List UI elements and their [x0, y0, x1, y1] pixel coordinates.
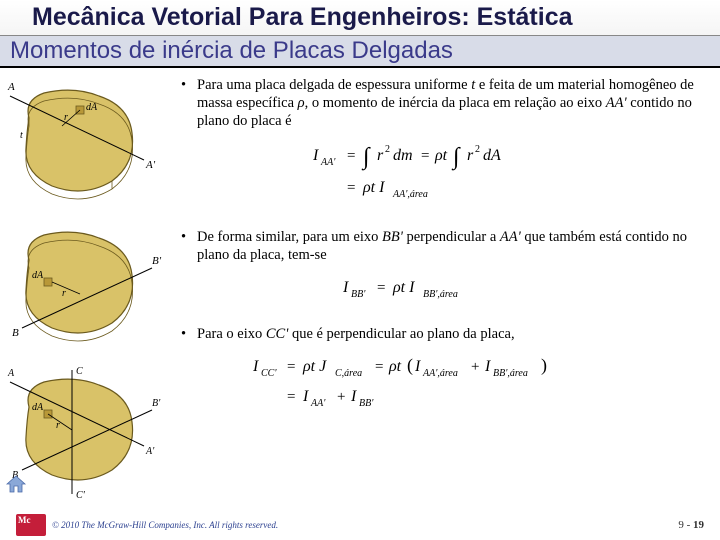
copyright-text: © 2010 The McGraw-Hill Companies, Inc. A…: [52, 520, 278, 530]
bullet-2-text: De forma similar, para um eixo BB' perpe…: [197, 228, 704, 264]
svg-text:AA': AA': [320, 157, 336, 168]
da-label: dA: [32, 402, 44, 413]
axis-label-a2: A': [145, 159, 156, 171]
home-icon[interactable]: [4, 472, 28, 496]
r-label: r: [62, 288, 66, 299]
svg-text:r: r: [467, 147, 474, 164]
bullet-3-text: Para o eixo CC' que é perpendicular ao p…: [197, 325, 704, 343]
svg-text:+: +: [337, 389, 345, 405]
svg-text:=: =: [287, 389, 295, 405]
svg-text:(: (: [407, 355, 413, 376]
axis-label-b2: B': [152, 398, 161, 409]
svg-text:I: I: [350, 388, 357, 405]
svg-text:ρt: ρt: [388, 358, 402, 375]
axis-label-c2: C': [76, 490, 86, 501]
svg-text:AA',área: AA',área: [392, 189, 428, 200]
axis-label-a: A: [7, 81, 15, 93]
formula-2: I BB' = ρt I BB',área: [181, 272, 704, 307]
bullet-marker: •: [181, 76, 197, 130]
page-number: 9 - 19: [678, 519, 704, 531]
svg-text:∫: ∫: [361, 144, 371, 171]
svg-text:=: =: [421, 148, 429, 164]
figure-column: A A' dA r t B B' dA r: [0, 70, 175, 510]
axis-label-c: C: [76, 366, 83, 377]
svg-text:BB': BB': [359, 398, 374, 409]
svg-text:CC': CC': [261, 368, 277, 379]
svg-text:dm: dm: [393, 147, 413, 164]
svg-text:BB',área: BB',área: [423, 289, 458, 300]
svg-text:=: =: [375, 359, 383, 375]
formula-3: I CC' = ρt J C,área = ρt ( I AA',área + …: [181, 351, 704, 416]
svg-text:I: I: [343, 279, 349, 296]
svg-text:=: =: [347, 148, 355, 164]
plate-shape: [26, 90, 133, 191]
svg-text:BB',área: BB',área: [493, 368, 528, 379]
svg-text:ρt I: ρt I: [392, 279, 415, 296]
formula-1: I AA' = ∫ r 2 dm = ρt ∫ r 2 dA = ρt I AA…: [181, 138, 704, 209]
mcgraw-hill-logo: [16, 514, 46, 536]
svg-text:dA: dA: [483, 147, 501, 164]
svg-text:AA': AA': [310, 398, 326, 409]
footer-bar: © 2010 The McGraw-Hill Companies, Inc. A…: [0, 510, 720, 540]
axis-label-a: A: [7, 368, 15, 379]
svg-text:ρt J: ρt J: [302, 358, 327, 375]
svg-text:I: I: [253, 358, 259, 375]
da-label: dA: [86, 102, 98, 113]
axis-label-b2: B': [152, 255, 162, 267]
svg-text:=: =: [377, 280, 385, 296]
svg-text:2: 2: [475, 144, 480, 155]
plate-shape: [26, 379, 133, 480]
svg-text:I: I: [414, 358, 421, 375]
axis-label-b: B: [12, 327, 19, 339]
figure-aa: A A' dA r t: [4, 78, 164, 208]
text-column: • Para uma placa delgada de espessura un…: [175, 70, 720, 510]
bullet-marker: •: [181, 325, 197, 343]
da-label: dA: [32, 270, 44, 281]
bullet-1: • Para uma placa delgada de espessura un…: [181, 76, 704, 130]
svg-text:ρt: ρt: [434, 147, 448, 164]
svg-text:=: =: [347, 180, 355, 196]
content-area: A A' dA r t B B' dA r: [0, 70, 720, 510]
svg-text:∫: ∫: [451, 144, 461, 171]
da-element: [44, 278, 52, 286]
axis-label-a2: A': [145, 446, 155, 457]
bullet-marker: •: [181, 228, 197, 264]
header-bar: Mecânica Vetorial Para Engenheiros: Está…: [0, 0, 720, 36]
svg-text:): ): [541, 355, 547, 376]
header-title: Mecânica Vetorial Para Engenheiros: Está…: [32, 3, 573, 32]
svg-text:ρt I: ρt I: [362, 179, 385, 196]
svg-text:=: =: [287, 359, 295, 375]
r-label: r: [64, 112, 68, 123]
svg-text:BB': BB': [351, 289, 366, 300]
r-label: r: [56, 420, 60, 431]
figure-bb: B B' dA r: [4, 220, 164, 350]
svg-text:C,área: C,área: [335, 368, 362, 379]
svg-text:2: 2: [385, 144, 390, 155]
svg-text:r: r: [377, 147, 384, 164]
subheader-title: Momentos de inércia de Placas Delgadas: [10, 37, 453, 65]
chapter-number: 9: [678, 519, 684, 531]
bullet-1-text: Para uma placa delgada de espessura unif…: [197, 76, 704, 130]
page-num-value: 19: [693, 519, 704, 531]
svg-text:I: I: [302, 388, 309, 405]
bullet-2: • De forma similar, para um eixo BB' per…: [181, 228, 704, 264]
svg-text:I: I: [313, 147, 319, 164]
bullet-3: • Para o eixo CC' que é perpendicular ao…: [181, 325, 704, 343]
plate-shape: [26, 232, 133, 333]
figure-cc: A A' B B' C C' dA r: [4, 362, 164, 492]
t-label: t: [20, 130, 23, 141]
svg-text:I: I: [484, 358, 491, 375]
subheader-bar: Momentos de inércia de Placas Delgadas: [0, 36, 720, 68]
svg-text:AA',área: AA',área: [422, 368, 458, 379]
svg-text:+: +: [471, 359, 479, 375]
